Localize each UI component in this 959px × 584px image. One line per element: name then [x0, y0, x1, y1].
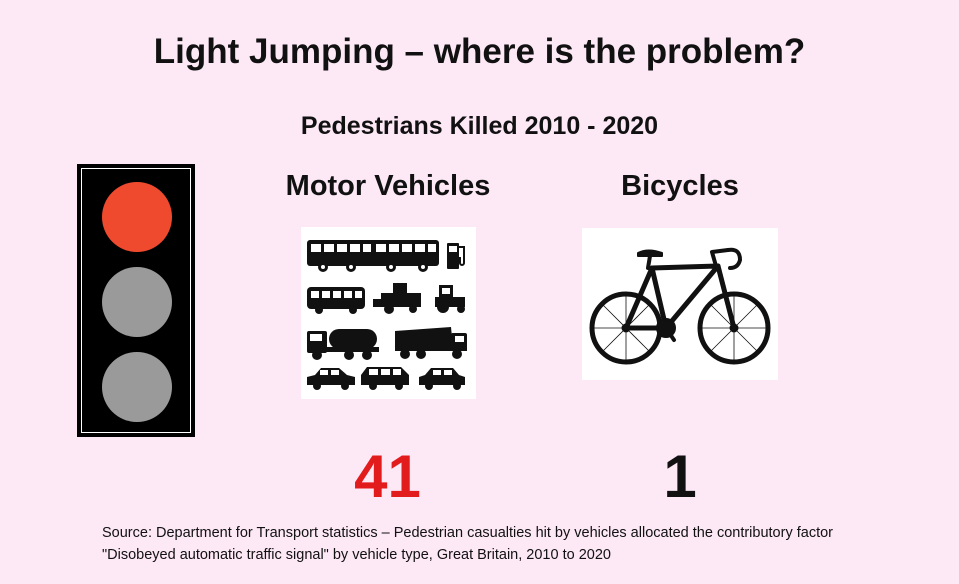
page-subtitle: Pedestrians Killed 2010 - 2020: [300, 112, 659, 140]
page-title: Light Jumping – where is the problem?: [153, 32, 806, 71]
vehicles-collage-icon: [301, 227, 476, 399]
red-lamp: [102, 182, 172, 252]
green-lamp: [102, 352, 172, 422]
motor-vehicles-count: 41: [354, 443, 421, 510]
bicycle-icon: [582, 228, 778, 380]
source-note: Source: Department for Transport statist…: [102, 525, 833, 563]
motor-vehicles-heading: Motor Vehicles: [285, 170, 491, 202]
bicycles-heading: Bicycles: [621, 170, 739, 202]
traffic-light-icon: [77, 164, 195, 437]
bicycles-count: 1: [663, 443, 697, 510]
amber-lamp: [102, 267, 172, 337]
